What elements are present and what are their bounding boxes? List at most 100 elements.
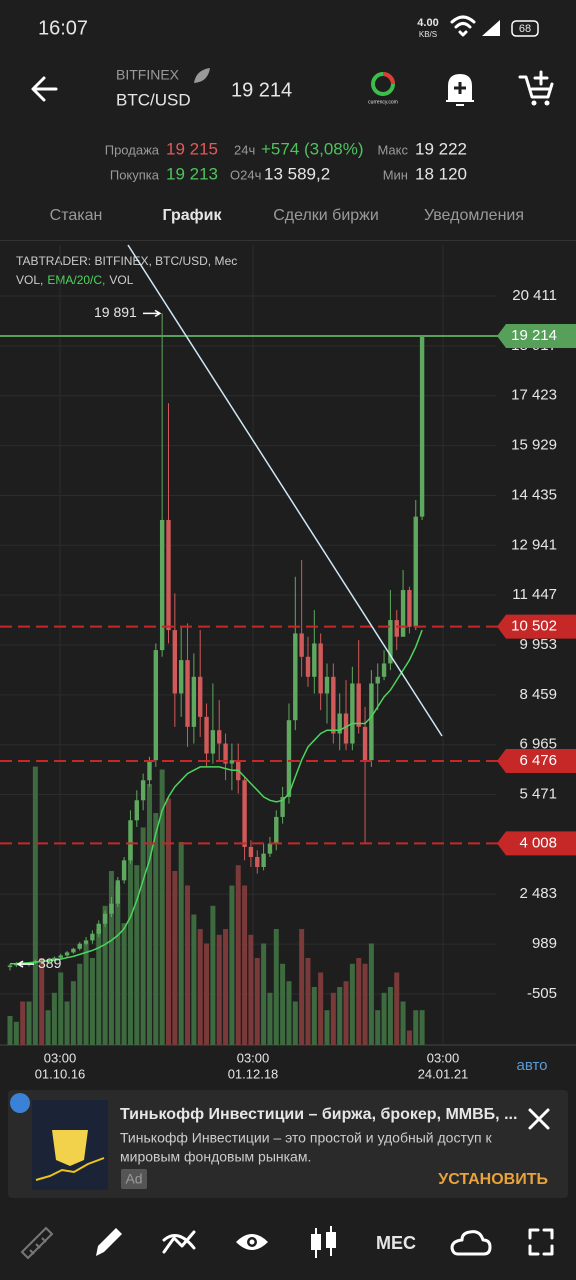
trend-line <box>127 244 443 737</box>
candle-body <box>7 965 13 968</box>
volume-bar <box>387 987 393 1045</box>
draw-tool[interactable] <box>96 1228 122 1256</box>
ad-card[interactable] <box>8 1090 568 1198</box>
net-unit: KB/S <box>419 30 437 39</box>
volume-bar <box>153 813 159 1045</box>
candle-body <box>198 676 203 717</box>
tab-divider <box>0 240 576 241</box>
logo-text[interactable]: currency.com <box>368 99 398 105</box>
volume-bar <box>7 1016 13 1045</box>
candle-body <box>172 630 178 694</box>
volume-bar <box>166 798 171 1045</box>
volume-bar <box>204 943 210 1045</box>
candle-body <box>394 620 399 637</box>
volume-bar <box>292 1001 298 1045</box>
x-tick-time: 03:00 <box>44 1050 77 1065</box>
y-tick-label: 9 953 <box>519 636 557 653</box>
candle-body <box>52 957 57 960</box>
tab[interactable]: Сделки биржи <box>273 207 379 224</box>
volume-bar <box>381 992 387 1045</box>
y-tick-label: 6 965 <box>519 736 557 753</box>
candle-body <box>419 335 425 517</box>
ema-line <box>10 629 423 965</box>
volume-bar <box>261 943 267 1045</box>
volume-bar <box>146 784 152 1045</box>
y-tick-label: 15 929 <box>511 437 557 454</box>
signal-icon <box>482 20 500 36</box>
volume-bar <box>324 1010 330 1045</box>
candle-body <box>96 923 101 934</box>
candle-body <box>210 730 216 754</box>
volume-bar <box>70 981 76 1045</box>
candle-body <box>255 856 260 867</box>
candle-body <box>375 676 380 684</box>
low-arrow <box>16 960 34 968</box>
change: +574 (3,08%) <box>261 139 364 158</box>
tab[interactable]: Уведомления <box>424 207 524 224</box>
ruler-tool[interactable] <box>20 1226 54 1260</box>
volume-bar <box>32 766 38 1045</box>
candle-body <box>83 940 89 944</box>
volume-bar <box>96 929 102 1045</box>
volume-bar <box>51 992 57 1045</box>
volume-bar <box>191 914 197 1045</box>
candle-body <box>407 590 412 627</box>
buy-label: Покупка <box>110 167 160 182</box>
volume-bar <box>229 885 235 1045</box>
candle-body <box>381 663 387 677</box>
cart-button[interactable] <box>518 75 554 99</box>
volume-bar <box>368 943 374 1045</box>
back-button[interactable] <box>31 76 58 102</box>
volume-bar <box>299 929 305 1045</box>
fullscreen-button[interactable] <box>528 1228 554 1256</box>
candle-body <box>64 952 70 956</box>
candle-body <box>140 780 146 801</box>
candle-body <box>90 933 95 941</box>
candle-body <box>14 963 19 966</box>
chart-legend: VOL, EMA/20/C, VOL <box>16 273 134 287</box>
candle-body <box>58 955 63 958</box>
candle-body <box>350 683 355 744</box>
cloud-button[interactable] <box>450 1230 492 1256</box>
ad-info[interactable] <box>10 1093 30 1113</box>
candle-body <box>293 633 298 721</box>
volume-bar <box>280 963 286 1045</box>
ad-install[interactable]: УСТАНОВИТЬ <box>438 1171 548 1188</box>
indicator-tool[interactable] <box>162 1230 196 1254</box>
candle-body <box>280 796 285 817</box>
volume-bar <box>140 827 146 1045</box>
candle-body <box>115 880 120 904</box>
chart: TABTRADER: BITFINEX, BTC/USD, Мес VOL, EM… <box>0 245 576 1081</box>
y-tick-label: 989 <box>532 935 557 952</box>
volume-bar <box>89 958 95 1045</box>
tab-active[interactable]: График <box>163 207 223 224</box>
candle-body <box>337 713 342 734</box>
price-badge <box>497 749 576 774</box>
ad-title[interactable]: Тинькофф Инвестиции – биржа, брокер, ММВ… <box>120 1106 517 1123</box>
high-label: 19 891 <box>94 304 137 320</box>
volume-bar <box>305 958 311 1045</box>
ad-logo <box>52 1130 88 1166</box>
cart-plus <box>533 70 549 86</box>
candle-body <box>229 760 235 764</box>
volume-bar <box>64 1001 70 1045</box>
tab[interactable]: Стакан <box>50 207 103 224</box>
volume-bar <box>83 943 89 1045</box>
wifi-icon <box>450 15 476 37</box>
y-tick-label: 12 941 <box>511 536 557 553</box>
period-button[interactable]: МЕС <box>376 1233 416 1253</box>
eye-dot <box>249 1239 255 1245</box>
volume-bar <box>127 842 133 1045</box>
candle-body <box>147 760 152 781</box>
cart-wheel <box>531 100 537 106</box>
ad-close[interactable] <box>528 1108 550 1130</box>
volume-bar <box>267 992 273 1045</box>
volume-bar <box>337 987 343 1045</box>
candle-body <box>217 730 222 744</box>
volume-bar <box>394 972 400 1045</box>
ad-badge-box <box>121 1169 147 1189</box>
volume-bar <box>375 1010 381 1045</box>
volume-bar <box>413 1010 419 1045</box>
